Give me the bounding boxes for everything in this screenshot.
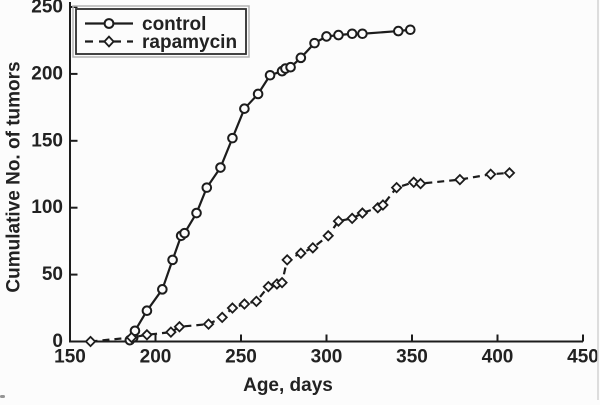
rapamycin-marker — [262, 280, 275, 293]
x-tick-label: 200 — [140, 346, 172, 367]
control-marker — [333, 29, 344, 41]
legend-box-halo — [72, 5, 250, 58]
legend-label-control: control — [142, 14, 206, 35]
control-marker — [285, 61, 296, 73]
x-tick-label: 450 — [567, 346, 599, 367]
rapamycin-marker — [306, 241, 319, 254]
y-axis-label: Cumulative No. of tumors — [4, 61, 25, 292]
control-marker — [295, 52, 307, 64]
y-tick-label: 0 — [52, 331, 63, 352]
video-edge-artifact — [597, 0, 599, 400]
x-tick-label: 400 — [482, 346, 514, 367]
legend-label-rapamycin: rapamycin — [142, 32, 237, 53]
control-marker — [157, 284, 168, 295]
rapamycin-marker — [503, 167, 516, 179]
rapamycin-marker — [294, 247, 307, 260]
rapamycin-marker — [226, 302, 239, 314]
control-marker — [309, 37, 320, 49]
rapamycin-marker — [125, 331, 138, 344]
rapamycin-marker — [377, 199, 389, 211]
control-marker — [252, 88, 264, 100]
control-marker — [264, 69, 276, 81]
control-marker — [393, 25, 404, 37]
rapamycin-marker — [250, 295, 263, 308]
legend-item-rapamycin: rapamycin — [85, 32, 237, 53]
control-marker — [404, 24, 416, 36]
rapamycin-marker — [356, 207, 369, 219]
y-tick-label: 50 — [42, 264, 63, 285]
legend-item-control: control — [85, 14, 206, 35]
rapamycin-marker — [414, 177, 427, 190]
x-tick-label: 350 — [396, 346, 428, 367]
rapamycin-marker — [141, 328, 153, 341]
rapamycin-marker — [346, 212, 359, 225]
y-tick-label: 200 — [31, 63, 63, 84]
control-marker — [227, 132, 238, 144]
control-marker — [357, 28, 368, 40]
rapamycin-marker — [390, 181, 403, 194]
y-tick-label: 150 — [31, 130, 63, 151]
rapamycin-marker — [165, 326, 177, 339]
rapamycin-marker — [332, 215, 345, 227]
control-marker — [201, 182, 213, 193]
control-marker — [321, 31, 332, 42]
rapamycin-marker — [322, 229, 335, 242]
rapamycin-marker — [238, 298, 251, 310]
y-tick-label: 100 — [31, 197, 63, 218]
rapamycin-marker — [173, 320, 186, 333]
control-marker — [141, 305, 153, 317]
rapamycin-marker — [84, 335, 97, 348]
diamond-marker-icon — [103, 35, 115, 48]
x-tick-label: 150 — [54, 346, 86, 367]
rapamycin-marker — [454, 173, 466, 186]
control-marker — [215, 162, 226, 173]
circle-marker-icon — [103, 18, 115, 29]
x-tick-label: 300 — [311, 346, 343, 367]
rapamycin-marker — [281, 254, 294, 266]
corner-smudge-artifact — [0, 395, 5, 398]
rapamycin-marker — [276, 276, 288, 289]
x-tick-label: 250 — [225, 346, 257, 367]
control-marker — [346, 28, 358, 40]
control-marker — [191, 207, 202, 219]
rapamycin-marker — [202, 318, 215, 330]
y-tick-label: 250 — [31, 0, 63, 18]
rapamycin-marker — [484, 168, 497, 181]
x-axis-label: Age, days — [243, 375, 333, 396]
control-marker — [167, 254, 178, 266]
axes: 150 200 250 300 350 400 450 0 50 100 150 200 250 — [31, 0, 599, 367]
legend-box — [75, 8, 247, 55]
series-layer — [84, 24, 516, 348]
legend: control rapamycin — [72, 5, 250, 58]
control-marker — [179, 227, 190, 239]
rapamycin-marker — [216, 311, 229, 324]
control-marker — [239, 103, 250, 114]
rapamycin-marker — [407, 176, 420, 189]
rapamycin-line — [90, 171, 510, 343]
